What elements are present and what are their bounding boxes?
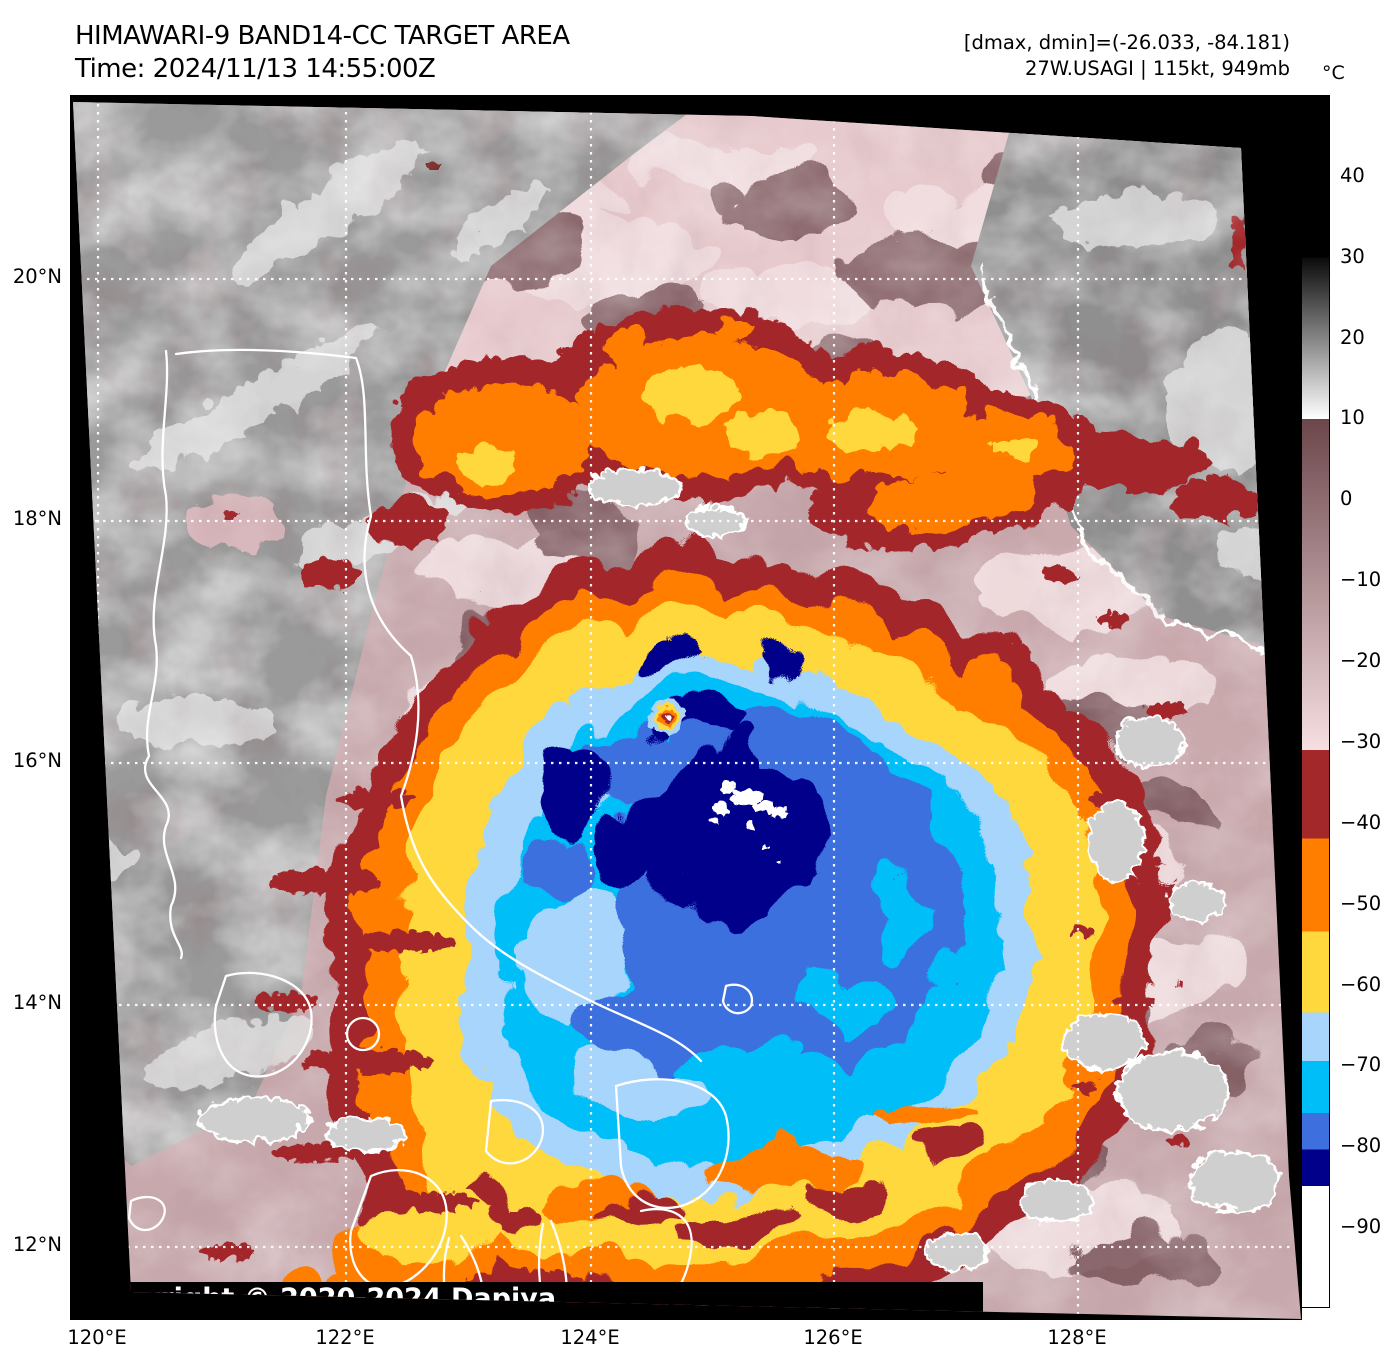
gridlines xyxy=(73,102,1301,1319)
lat-tick-label: 18°N xyxy=(12,507,62,530)
lon-tick-label: 122°E xyxy=(315,1326,375,1349)
satellite-map-canvas: Copyright © 2020-2024 Dapiya xyxy=(71,96,1301,1319)
lat-tick-label: 12°N xyxy=(12,1233,62,1256)
colorbar-tick-label: −30 xyxy=(1340,729,1382,753)
lat-tick-label: 16°N xyxy=(12,749,62,772)
overshooting-tops xyxy=(707,778,783,860)
lat-tick-label: 20°N xyxy=(12,265,62,288)
figure-timestamp: Time: 2024/11/13 14:55:00Z xyxy=(75,53,436,84)
colorbar-tick-label: 40 xyxy=(1340,163,1365,187)
colorbar-tick-label: −70 xyxy=(1340,1053,1382,1077)
storm-annotation: 27W.USAGI | 115kt, 949mb xyxy=(1024,56,1290,80)
colorbar-tick-label: −80 xyxy=(1340,1134,1382,1158)
colorbar-tick-label: −60 xyxy=(1340,972,1382,996)
colorbar-tick-label: 30 xyxy=(1340,244,1365,268)
lon-tick-label: 126°E xyxy=(803,1326,863,1349)
colorbar xyxy=(1301,95,1330,1308)
colorbar-tick-label: −40 xyxy=(1340,810,1382,834)
dmax-dmin-annotation: [dmax, dmin]=(-26.033, -84.181) xyxy=(963,31,1290,54)
lon-tick-label: 120°E xyxy=(67,1326,127,1349)
colorbar-unit-label: °C xyxy=(1322,62,1345,84)
lat-tick-label: 14°N xyxy=(12,991,62,1014)
colorbar-tick-label: 0 xyxy=(1340,487,1353,511)
satellite-map: Copyright © 2020-2024 Dapiya xyxy=(70,95,1302,1320)
colorbar-tick-label: 10 xyxy=(1340,406,1365,430)
lon-tick-label: 128°E xyxy=(1047,1326,1107,1349)
typhoon-cloud-shield xyxy=(281,545,1157,1319)
lon-tick-label: 124°E xyxy=(560,1326,620,1349)
colorbar-tick-label: 20 xyxy=(1340,325,1365,349)
annotation-block: [dmax, dmin]=(-26.033, -84.181) 27W.USAG… xyxy=(964,30,1290,81)
typhoon-eye xyxy=(645,695,681,731)
colorbar-tick-label: −90 xyxy=(1340,1215,1382,1239)
figure-title: HIMAWARI-9 BAND14-CC TARGET AREA xyxy=(75,21,570,51)
convective-band xyxy=(291,300,1257,580)
colorbar-tick-label: −10 xyxy=(1340,568,1382,592)
colorbar-tick-label: −20 xyxy=(1340,649,1382,673)
colorbar-tick-label: −50 xyxy=(1340,891,1382,915)
title-block: HIMAWARI-9 BAND14-CC TARGET AREA Time: 2… xyxy=(75,20,570,85)
gray-cloud-clumps xyxy=(194,464,1278,1268)
